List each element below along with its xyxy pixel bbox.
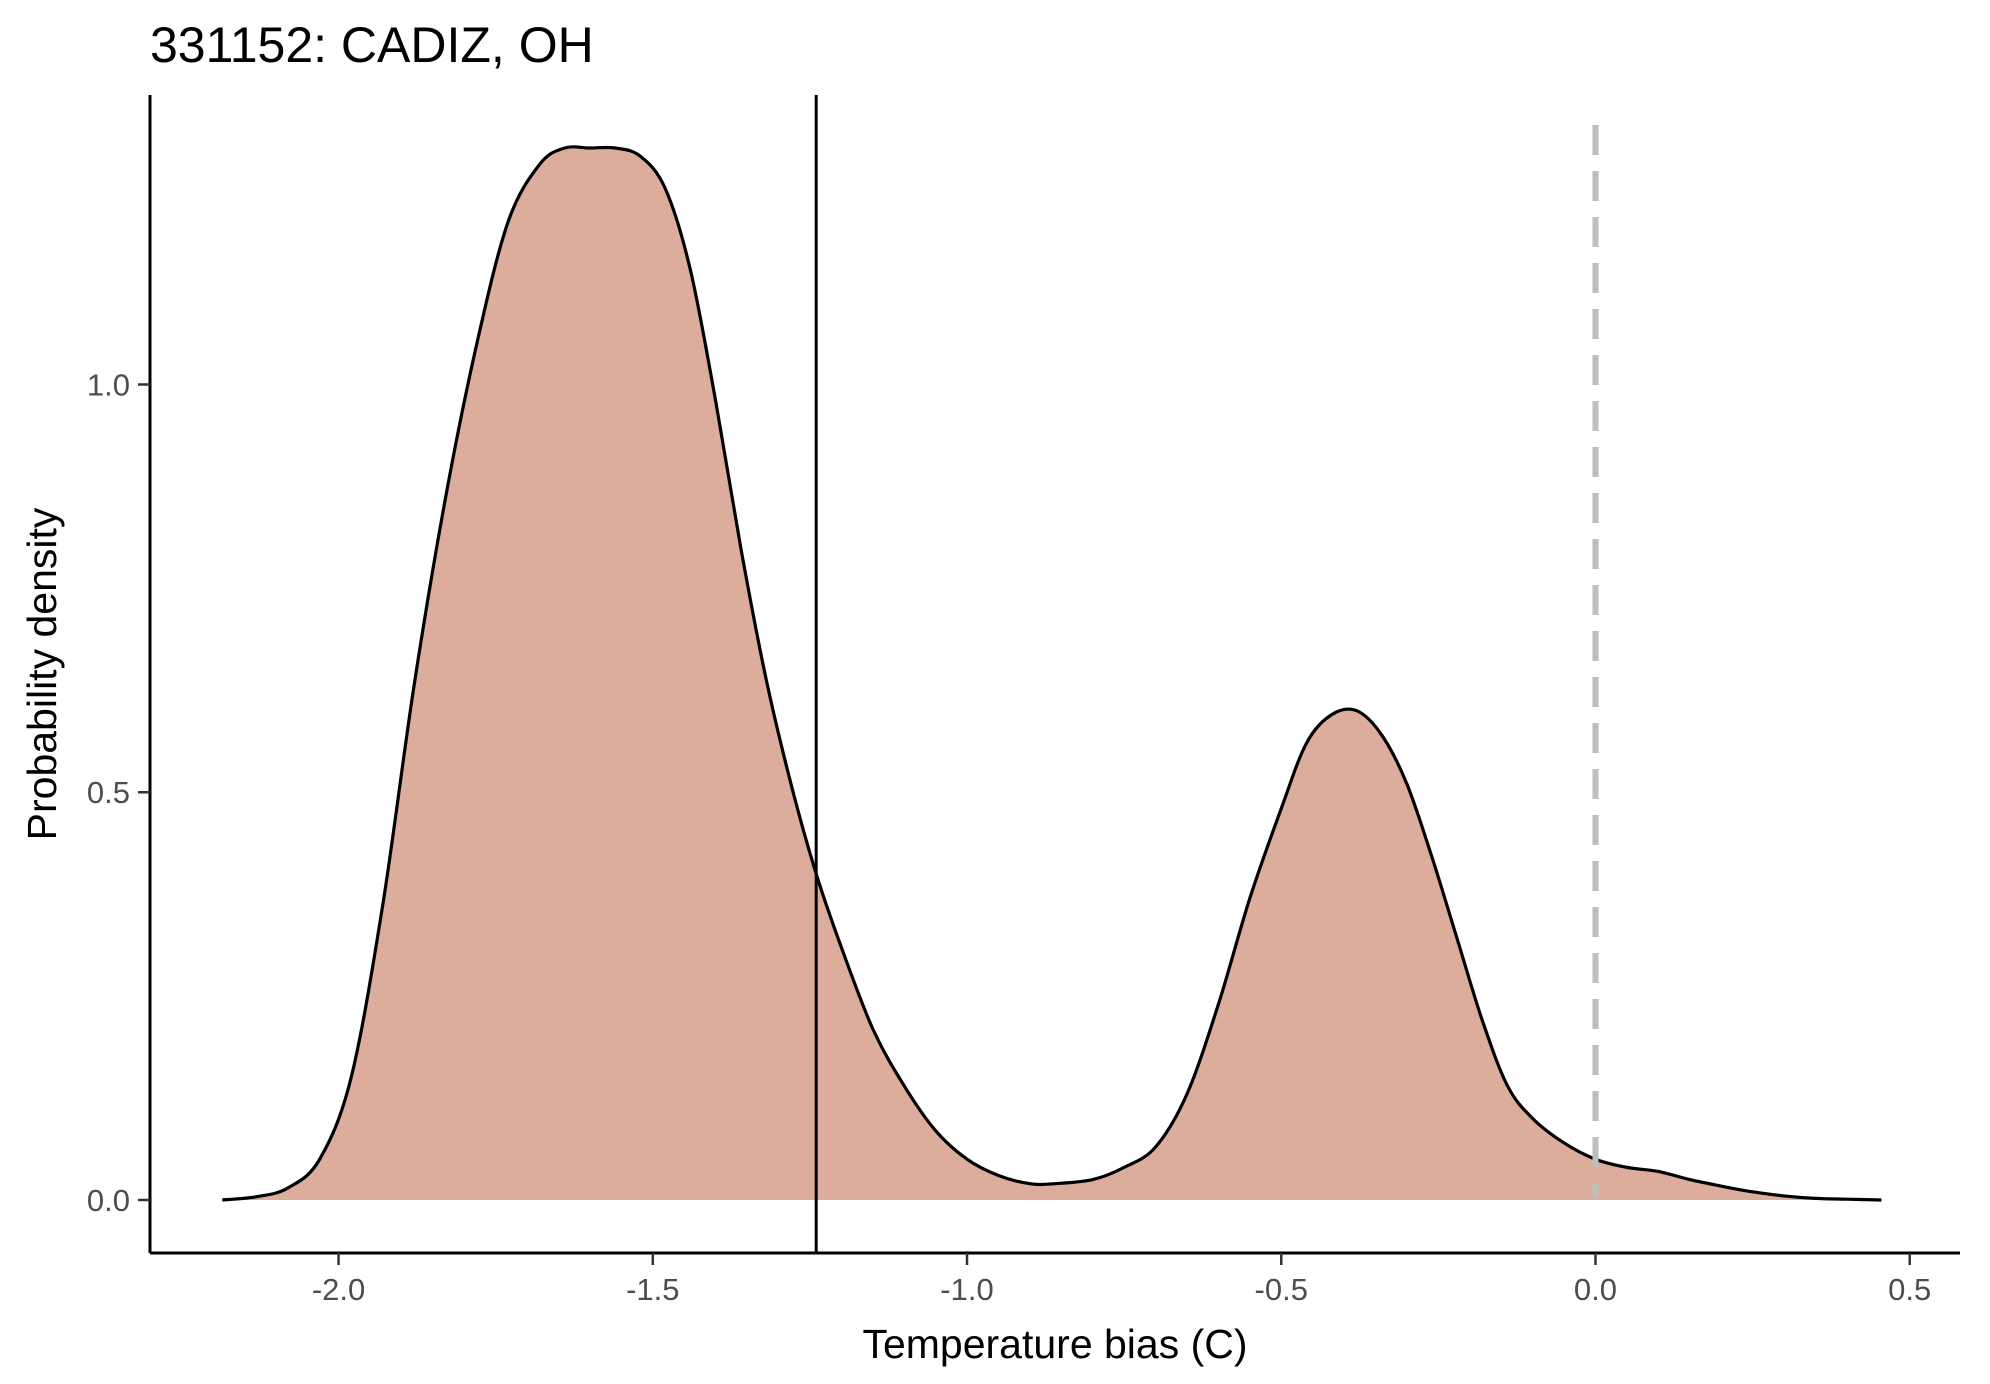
x-tick-label: -1.0 (940, 1272, 993, 1307)
y-axis-title: Probability density (19, 507, 65, 840)
x-tick-label: 0.0 (1574, 1272, 1617, 1307)
y-tick-label: 0.5 (87, 775, 130, 810)
x-tick-label: -1.5 (626, 1272, 679, 1307)
chart-title: 331152: CADIZ, OH (150, 17, 594, 73)
density-area-fill (222, 146, 1882, 1200)
x-tick-label: -0.5 (1255, 1272, 1308, 1307)
x-axis-title: Temperature bias (C) (862, 1321, 1247, 1367)
x-tick-label: -2.0 (312, 1272, 365, 1307)
y-axis-ticks: 0.0 0.5 1.0 (87, 368, 150, 1218)
x-axis-ticks: -2.0 -1.5 -1.0 -0.5 0.0 0.5 (312, 1253, 1931, 1307)
x-tick-label: 0.5 (1888, 1272, 1931, 1307)
plot-area (222, 95, 1882, 1253)
y-tick-label: 1.0 (87, 368, 130, 403)
y-tick-label: 0.0 (87, 1183, 130, 1218)
density-curve (222, 145, 1882, 1202)
